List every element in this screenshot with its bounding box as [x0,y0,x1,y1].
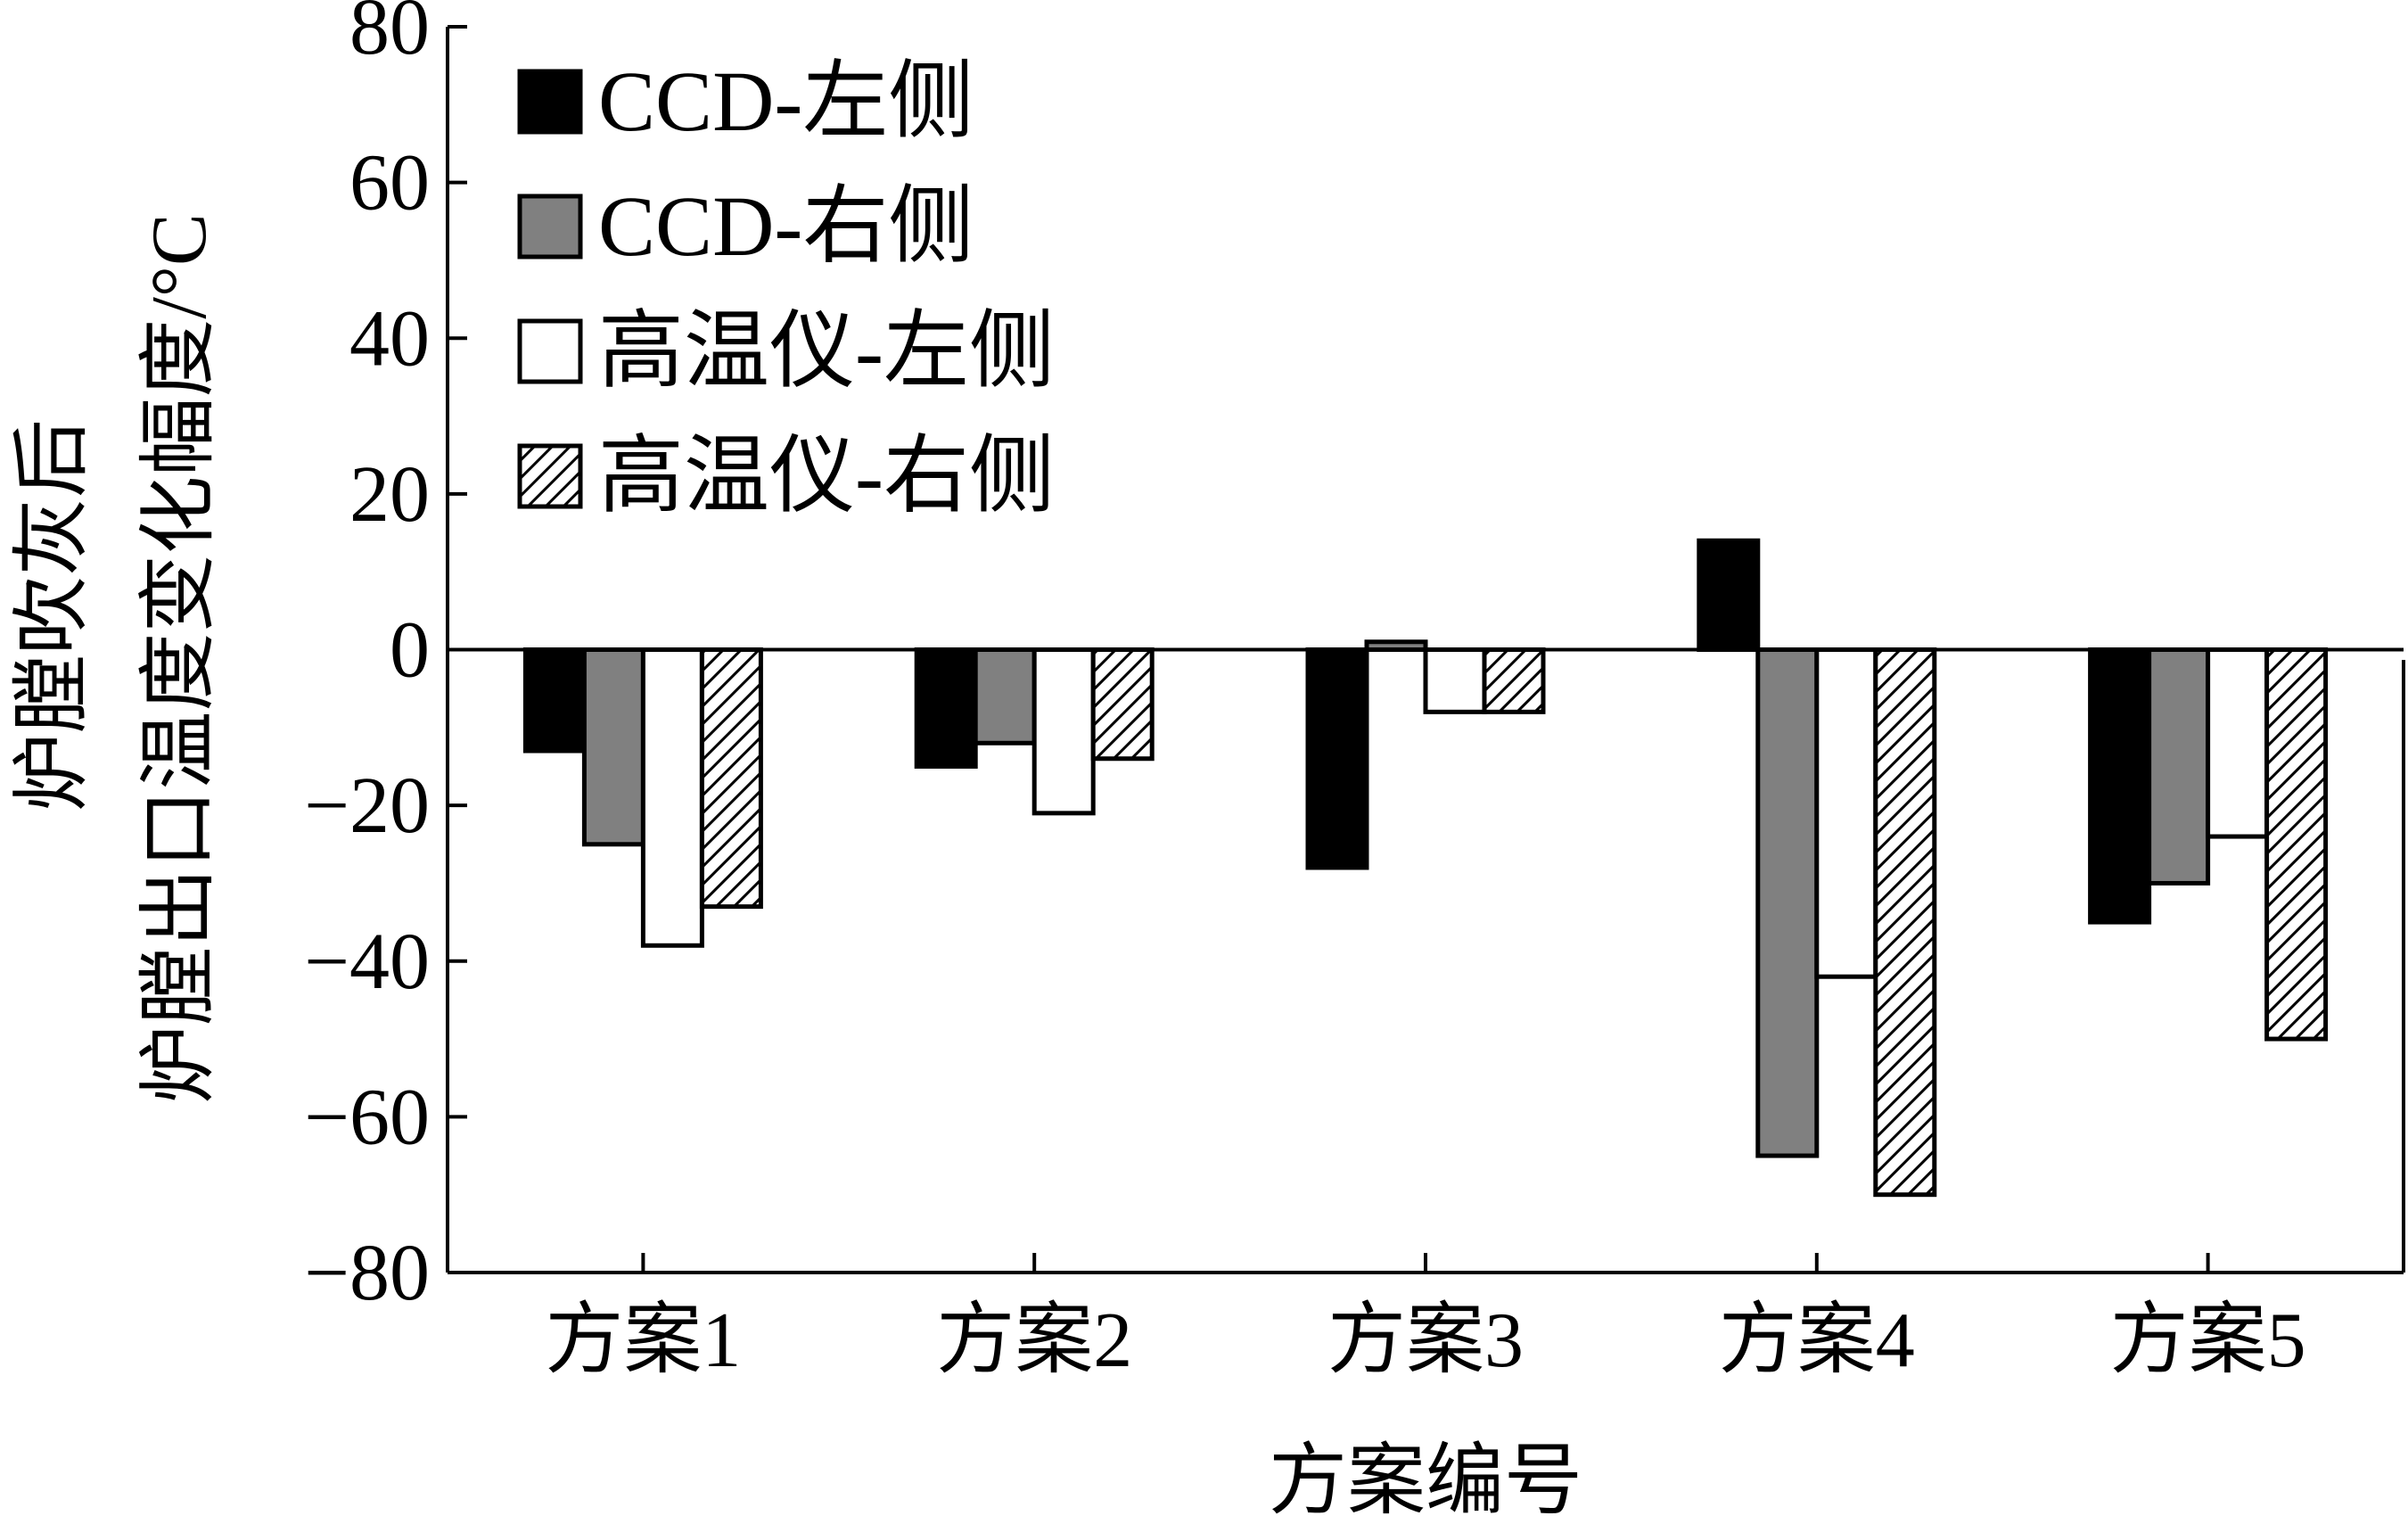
axis-titles: 方案编号 炉膛吹灰后 炉膛出口温度变化幅度/°C [10,213,1582,1524]
x-tick-label: 方案5 [2110,1297,2306,1384]
axes: 80 60 40 20 0 −20 −40 −60 −80 方案1 方案2 方案3 方案4 方案5 [304,0,2405,1384]
x-axis-title: 方案编号 [1269,1438,1582,1524]
legend-swatch-4 [517,443,583,509]
y-tick-label: 0 [390,606,430,695]
bar-series-2-cat-5 [2147,647,2211,886]
y-tick-label: 40 [349,294,430,383]
y-tick-label: −20 [304,762,430,850]
y-tick-label: 60 [349,139,430,227]
legend-label-4: 高温仪-右侧 [598,428,1055,523]
bars [522,538,2329,1198]
legend-label-1: CCD-左侧 [598,54,974,149]
x-tick-label: 方案1 [545,1297,741,1384]
y-axis-title-line-1: 炉膛吹灰后 [10,419,96,811]
y-axis-title-line-2: 炉膛出口温度变化幅度/°C [136,213,223,1103]
bar-series-1-cat-1 [522,647,587,754]
y-tick-label: 80 [349,0,430,71]
bar-series-2-cat-3 [1364,639,1428,652]
bar-series-3-cat-5 [2206,647,2270,839]
y-tick-label: −80 [304,1229,430,1317]
x-tick-label: 方案4 [1719,1297,1915,1384]
bar-series-4-cat-2 [1090,647,1155,762]
bar-series-1-cat-4 [1697,538,1761,653]
bar-series-3-cat-3 [1423,647,1487,714]
bar-series-3-cat-2 [1031,647,1096,816]
bar-series-2-cat-1 [581,647,645,847]
bar-series-4-cat-1 [699,647,763,910]
legend-swatch-3 [517,318,583,384]
bar-series-1-cat-2 [914,647,978,769]
bar-series-1-cat-3 [1305,647,1369,870]
y-tick-label: −40 [304,918,430,1006]
x-tick-label: 方案2 [936,1297,1132,1384]
bar-series-3-cat-4 [1814,647,1878,979]
bar-series-4-cat-3 [1482,647,1546,714]
legend-label-3: 高温仪-左侧 [598,303,1055,399]
y-tick-label: 20 [349,450,430,539]
bar-series-3-cat-1 [640,647,704,948]
bar-series-4-cat-4 [1873,647,1937,1198]
bar-series-4-cat-5 [2264,647,2329,1042]
legend-swatch-2 [517,194,583,259]
bar-series-2-cat-2 [973,647,1037,746]
bar-series-2-cat-4 [1755,647,1820,1158]
bar-series-1-cat-5 [2088,647,2152,925]
x-tick-label: 方案3 [1327,1297,1524,1384]
y-tick-label: −60 [304,1073,430,1161]
legend-label-2: CCD-右侧 [598,178,974,274]
legend-swatch-1 [517,69,583,135]
